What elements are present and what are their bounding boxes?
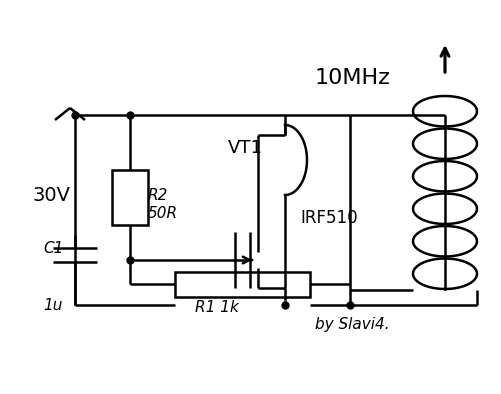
Text: R2: R2 xyxy=(148,188,168,203)
Text: 1u: 1u xyxy=(43,297,63,312)
Text: 10MHz: 10MHz xyxy=(315,68,391,88)
Text: VT1: VT1 xyxy=(228,139,263,157)
Text: IRF510: IRF510 xyxy=(300,209,358,227)
Text: C1: C1 xyxy=(43,240,63,255)
Text: by Slavi4.: by Slavi4. xyxy=(315,318,390,333)
Text: 30V: 30V xyxy=(32,186,70,204)
Bar xyxy=(175,272,310,297)
Text: R1 1k: R1 1k xyxy=(195,299,239,314)
Text: 50R: 50R xyxy=(148,206,178,221)
Bar xyxy=(112,170,148,225)
